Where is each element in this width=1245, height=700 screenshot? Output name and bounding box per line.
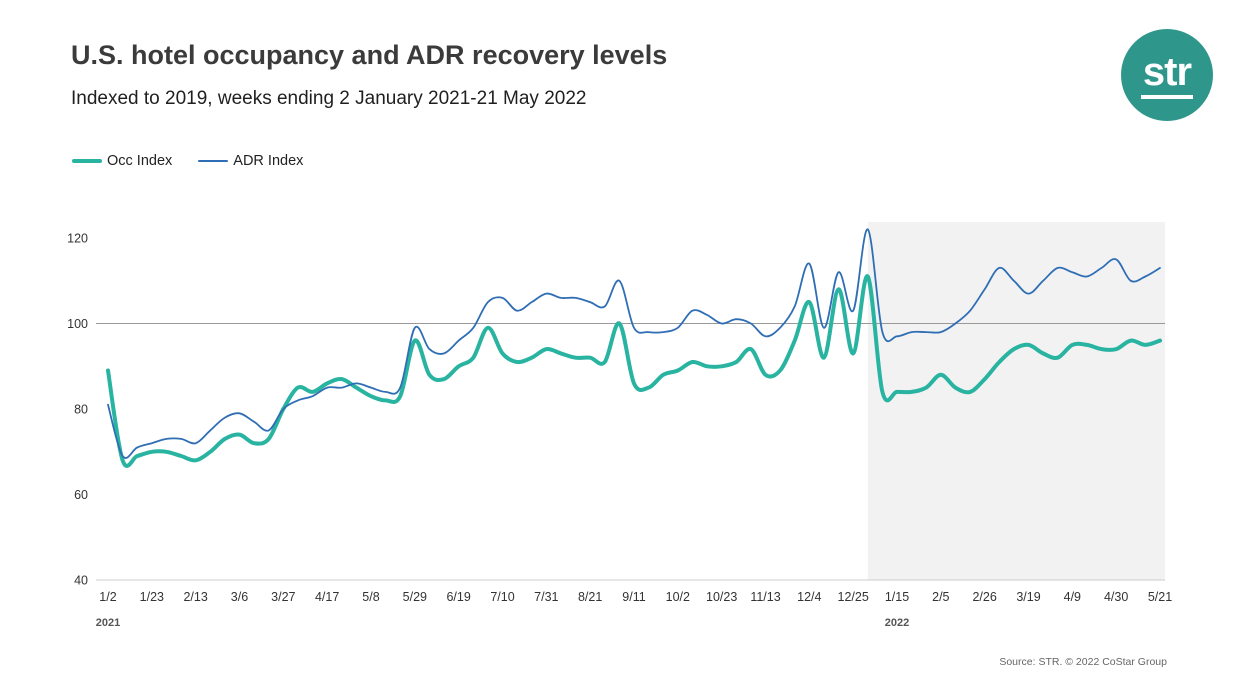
svg-text:8/21: 8/21 <box>578 590 602 604</box>
str-logo: str <box>1121 29 1213 121</box>
svg-text:2021: 2021 <box>96 617 120 629</box>
svg-text:3/27: 3/27 <box>271 590 295 604</box>
svg-text:100: 100 <box>67 317 88 331</box>
legend-item-occ: Occ Index <box>72 153 172 169</box>
svg-text:3/19: 3/19 <box>1016 590 1040 604</box>
svg-text:2/5: 2/5 <box>932 590 949 604</box>
svg-text:4/9: 4/9 <box>1064 590 1081 604</box>
svg-text:1/23: 1/23 <box>140 590 164 604</box>
svg-text:1/15: 1/15 <box>885 590 909 604</box>
svg-text:5/29: 5/29 <box>403 590 427 604</box>
svg-text:12/25: 12/25 <box>838 590 869 604</box>
svg-text:3/6: 3/6 <box>231 590 248 604</box>
str-logo-text: str <box>1140 52 1194 99</box>
svg-text:60: 60 <box>74 488 88 502</box>
svg-text:6/19: 6/19 <box>446 590 470 604</box>
svg-text:2/26: 2/26 <box>972 590 996 604</box>
svg-text:1/2: 1/2 <box>99 590 116 604</box>
svg-text:120: 120 <box>67 232 88 246</box>
legend-item-adr: ADR Index <box>198 153 303 169</box>
svg-text:80: 80 <box>74 403 88 417</box>
svg-text:5/21: 5/21 <box>1148 590 1172 604</box>
svg-text:4/17: 4/17 <box>315 590 339 604</box>
svg-text:2/13: 2/13 <box>183 590 207 604</box>
svg-text:5/8: 5/8 <box>362 590 379 604</box>
svg-text:40: 40 <box>74 574 88 588</box>
svg-text:7/31: 7/31 <box>534 590 558 604</box>
svg-text:2022: 2022 <box>885 617 909 629</box>
legend-label-occ: Occ Index <box>107 153 173 169</box>
svg-text:11/13: 11/13 <box>750 590 780 604</box>
page-subtitle: Indexed to 2019, weeks ending 2 January … <box>71 88 587 109</box>
occ-line-swatch <box>72 159 102 163</box>
page-title: U.S. hotel occupancy and ADR recovery le… <box>71 40 668 70</box>
adr-line-swatch <box>198 160 229 162</box>
svg-text:9/11: 9/11 <box>622 590 645 604</box>
svg-text:7/10: 7/10 <box>490 590 514 604</box>
legend-label-adr: ADR Index <box>233 153 304 169</box>
source-note: Source: STR. © 2022 CoStar Group <box>999 656 1167 668</box>
svg-text:10/2: 10/2 <box>666 590 690 604</box>
chart-legend: Occ Index ADR Index <box>72 153 303 169</box>
svg-text:4/30: 4/30 <box>1104 590 1128 604</box>
svg-text:12/4: 12/4 <box>797 590 821 604</box>
svg-text:10/23: 10/23 <box>706 590 737 604</box>
